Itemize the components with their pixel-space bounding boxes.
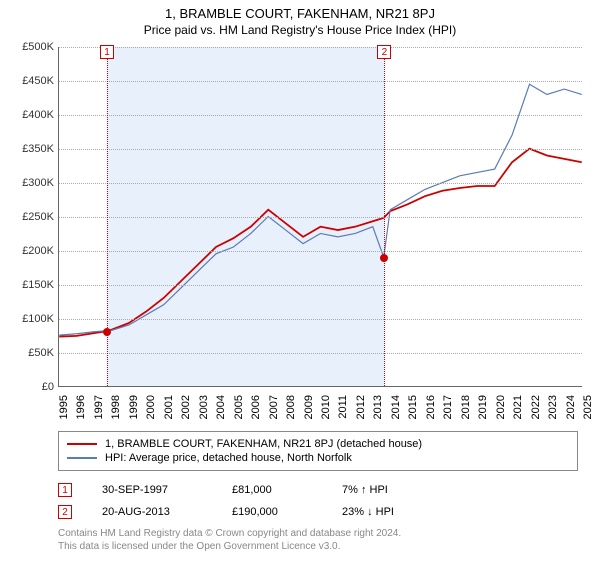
attribution-line: Contains HM Land Registry data © Crown c…	[58, 527, 578, 540]
chart-title: 1, BRAMBLE COURT, FAKENHAM, NR21 8PJ	[8, 6, 592, 21]
x-tick-label: 2006	[250, 395, 262, 419]
chart-marker-box: 1	[100, 45, 114, 59]
sale-marker: 2	[58, 505, 72, 519]
x-tick-label: 2014	[390, 395, 402, 419]
sales-table: 1 30-SEP-1997 £81,000 7% ↑ HPI 2 20-AUG-…	[58, 483, 578, 519]
x-tick-label: 2017	[442, 395, 454, 419]
x-tick-label: 2010	[320, 395, 332, 419]
x-tick-label: 2016	[425, 395, 437, 419]
x-tick-label: 2019	[477, 395, 489, 419]
attribution-line: This data is licensed under the Open Gov…	[58, 540, 578, 553]
sale-marker: 1	[58, 483, 72, 497]
legend-swatch	[67, 443, 97, 445]
plot-area: 12	[58, 47, 582, 387]
x-tick-label: 2001	[163, 395, 175, 419]
sale-date: 30-SEP-1997	[102, 484, 202, 496]
legend-swatch	[67, 457, 97, 459]
x-tick-label: 2008	[285, 395, 297, 419]
x-tick-label: 2024	[565, 395, 577, 419]
x-tick-label: 1995	[58, 395, 70, 419]
y-tick-label: £0	[8, 381, 54, 393]
sale-dot	[380, 254, 388, 262]
y-tick-label: £150K	[8, 279, 54, 291]
legend-item: HPI: Average price, detached house, Nort…	[67, 452, 569, 464]
x-tick-label: 2013	[372, 395, 384, 419]
y-tick-label: £400K	[8, 109, 54, 121]
x-tick-label: 2011	[337, 395, 349, 419]
sale-dot	[103, 328, 111, 336]
x-tick-label: 2009	[303, 395, 315, 419]
chart-marker-box: 2	[377, 45, 391, 59]
legend: 1, BRAMBLE COURT, FAKENHAM, NR21 8PJ (de…	[58, 431, 578, 471]
table-row: 2 20-AUG-2013 £190,000 23% ↓ HPI	[58, 505, 578, 519]
x-tick-label: 2005	[233, 395, 245, 419]
y-tick-label: £50K	[8, 347, 54, 359]
x-tick-label: 2022	[530, 395, 542, 419]
x-axis-labels: 1995 1996 1997 1998 1999 2000 2001 2002 2003 2004…	[58, 393, 582, 423]
y-tick-label: £300K	[8, 177, 54, 189]
figure: 1, BRAMBLE COURT, FAKENHAM, NR21 8PJ Pri…	[0, 0, 600, 561]
y-tick-label: £100K	[8, 313, 54, 325]
sale-delta: 23% ↓ HPI	[342, 506, 394, 518]
sale-price: £190,000	[232, 506, 312, 518]
x-tick-label: 1997	[93, 395, 105, 419]
x-tick-label: 2015	[407, 395, 419, 419]
sale-date: 20-AUG-2013	[102, 506, 202, 518]
x-tick-label: 2003	[198, 395, 210, 419]
y-tick-label: £350K	[8, 143, 54, 155]
attribution: Contains HM Land Registry data © Crown c…	[58, 527, 578, 553]
x-tick-label: 2025	[582, 395, 594, 419]
x-tick-label: 2020	[495, 395, 507, 419]
sale-delta: 7% ↑ HPI	[342, 484, 388, 496]
x-tick-label: 2002	[180, 395, 192, 419]
legend-label: 1, BRAMBLE COURT, FAKENHAM, NR21 8PJ (de…	[105, 438, 422, 450]
x-tick-label: 1996	[75, 395, 87, 419]
x-tick-label: 1999	[128, 395, 140, 419]
sale-price: £81,000	[232, 484, 312, 496]
x-tick-label: 2018	[460, 395, 472, 419]
x-tick-label: 2023	[547, 395, 559, 419]
x-tick-label: 2000	[145, 395, 157, 419]
x-tick-label: 2007	[268, 395, 280, 419]
chart-subtitle: Price paid vs. HM Land Registry's House …	[8, 23, 592, 37]
chart-area: £0 £50K £100K £150K £200K £250K £300K £350K £400…	[8, 43, 592, 423]
x-tick-label: 2004	[215, 395, 227, 419]
y-tick-label: £450K	[8, 75, 54, 87]
legend-label: HPI: Average price, detached house, Nort…	[105, 452, 352, 464]
x-tick-label: 1998	[110, 395, 122, 419]
y-tick-label: £250K	[8, 211, 54, 223]
x-tick-label: 2012	[355, 395, 367, 419]
x-tick-label: 2021	[512, 395, 524, 419]
legend-item: 1, BRAMBLE COURT, FAKENHAM, NR21 8PJ (de…	[67, 438, 569, 450]
table-row: 1 30-SEP-1997 £81,000 7% ↑ HPI	[58, 483, 578, 497]
y-tick-label: £500K	[8, 41, 54, 53]
y-tick-label: £200K	[8, 245, 54, 257]
